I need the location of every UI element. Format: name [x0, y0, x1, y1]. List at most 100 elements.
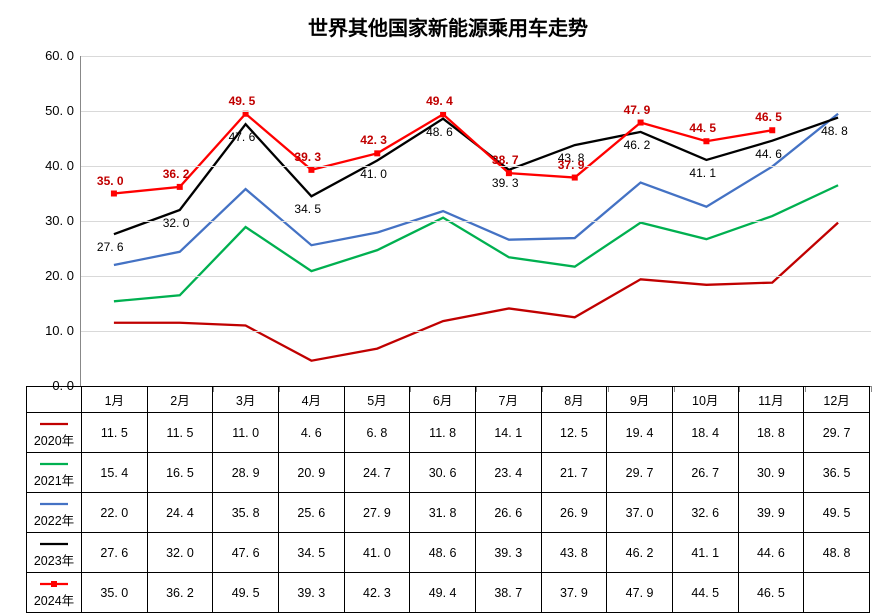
- data-cell: 41. 1: [672, 533, 738, 573]
- data-cell: 29. 7: [607, 453, 673, 493]
- data-cell: 16. 5: [147, 453, 213, 493]
- data-cell: 35. 8: [213, 493, 279, 533]
- data-cell: 30. 9: [738, 453, 804, 493]
- table-corner: [27, 387, 82, 413]
- data-cell: 26. 9: [541, 493, 607, 533]
- month-header: 7月: [475, 387, 541, 413]
- data-cell: 39. 3: [278, 573, 344, 613]
- marker: [177, 184, 183, 190]
- data-cell: 32. 6: [672, 493, 738, 533]
- marker: [638, 120, 644, 126]
- series-name: 2020年: [34, 434, 74, 448]
- legend-cell: 2020年: [27, 413, 82, 453]
- month-header: 6月: [410, 387, 476, 413]
- series-line: [114, 114, 772, 194]
- plot-area: [80, 56, 871, 387]
- data-cell: 48. 8: [804, 533, 870, 573]
- data-cell: 4. 6: [278, 413, 344, 453]
- marker: [111, 191, 117, 197]
- y-tick-label: 30. 0: [14, 213, 74, 228]
- data-cell: 37. 0: [607, 493, 673, 533]
- data-cell: 49. 5: [804, 493, 870, 533]
- month-header: 9月: [607, 387, 673, 413]
- data-cell: 25. 6: [278, 493, 344, 533]
- marker: [308, 167, 314, 173]
- data-cell: 11. 0: [213, 413, 279, 453]
- table-row: 2023年 27. 632. 047. 634. 541. 048. 639. 3…: [27, 533, 870, 573]
- chart-container: 世界其他国家新能源乘用车走势 0. 010. 020. 030. 040. 05…: [0, 0, 896, 582]
- y-tick-label: 40. 0: [14, 158, 74, 173]
- data-cell: 44. 6: [738, 533, 804, 573]
- data-cell: 36. 2: [147, 573, 213, 613]
- data-cell: 24. 4: [147, 493, 213, 533]
- data-cell: 11. 5: [147, 413, 213, 453]
- table-row: 2022年 22. 024. 435. 825. 627. 931. 826. 6…: [27, 493, 870, 533]
- data-cell: 23. 4: [475, 453, 541, 493]
- data-cell: 28. 9: [213, 453, 279, 493]
- marker: [769, 127, 775, 133]
- data-cell: 43. 8: [541, 533, 607, 573]
- data-cell: 6. 8: [344, 413, 410, 453]
- data-cell: 49. 4: [410, 573, 476, 613]
- data-cell: 32. 0: [147, 533, 213, 573]
- marker: [440, 111, 446, 117]
- data-cell: 29. 7: [804, 413, 870, 453]
- table-header-row: 1月2月3月4月5月6月7月8月9月10月11月12月: [27, 387, 870, 413]
- data-cell: [804, 573, 870, 613]
- data-cell: 20. 9: [278, 453, 344, 493]
- month-header: 2月: [147, 387, 213, 413]
- legend-cell: 2021年: [27, 453, 82, 493]
- month-header: 5月: [344, 387, 410, 413]
- data-cell: 26. 6: [475, 493, 541, 533]
- data-cell: 42. 3: [344, 573, 410, 613]
- marker: [572, 175, 578, 181]
- series-name: 2021年: [34, 474, 74, 488]
- data-cell: 39. 3: [475, 533, 541, 573]
- data-cell: 44. 5: [672, 573, 738, 613]
- data-cell: 27. 9: [344, 493, 410, 533]
- data-cell: 19. 4: [607, 413, 673, 453]
- series-name: 2022年: [34, 514, 74, 528]
- data-cell: 46. 5: [738, 573, 804, 613]
- data-cell: 18. 8: [738, 413, 804, 453]
- data-table: 1月2月3月4月5月6月7月8月9月10月11月12月2020年11. 511.…: [26, 386, 870, 613]
- data-cell: 11. 8: [410, 413, 476, 453]
- data-cell: 27. 6: [82, 533, 148, 573]
- data-cell: 24. 7: [344, 453, 410, 493]
- series-name: 2024年: [34, 594, 74, 608]
- data-cell: 31. 8: [410, 493, 476, 533]
- data-cell: 49. 5: [213, 573, 279, 613]
- month-header: 4月: [278, 387, 344, 413]
- data-cell: 48. 6: [410, 533, 476, 573]
- series-name: 2023年: [34, 554, 74, 568]
- y-tick-label: 20. 0: [14, 268, 74, 283]
- month-header: 1月: [82, 387, 148, 413]
- data-cell: 38. 7: [475, 573, 541, 613]
- month-header: 11月: [738, 387, 804, 413]
- data-cell: 22. 0: [82, 493, 148, 533]
- month-header: 12月: [804, 387, 870, 413]
- data-cell: 34. 5: [278, 533, 344, 573]
- marker: [506, 170, 512, 176]
- data-cell: 47. 6: [213, 533, 279, 573]
- y-tick-label: 10. 0: [14, 323, 74, 338]
- data-cell: 21. 7: [541, 453, 607, 493]
- month-header: 8月: [541, 387, 607, 413]
- table-row: 2021年15. 416. 528. 920. 924. 730. 623. 4…: [27, 453, 870, 493]
- table-row: 2024年35. 036. 249. 539. 342. 349. 438. 7…: [27, 573, 870, 613]
- data-cell: 41. 0: [344, 533, 410, 573]
- month-header: 10月: [672, 387, 738, 413]
- data-cell: 47. 9: [607, 573, 673, 613]
- data-cell: 46. 2: [607, 533, 673, 573]
- series-line: [114, 223, 838, 361]
- legend-cell: 2024年: [27, 573, 82, 613]
- data-cell: 39. 9: [738, 493, 804, 533]
- data-cell: 18. 4: [672, 413, 738, 453]
- data-cell: 26. 7: [672, 453, 738, 493]
- series-line: [114, 118, 838, 235]
- legend-cell: 2022年: [27, 493, 82, 533]
- chart-title: 世界其他国家新能源乘用车走势: [0, 12, 896, 41]
- table-row: 2020年11. 511. 511. 04. 66. 811. 814. 112…: [27, 413, 870, 453]
- data-cell: 36. 5: [804, 453, 870, 493]
- data-cell: 11. 5: [82, 413, 148, 453]
